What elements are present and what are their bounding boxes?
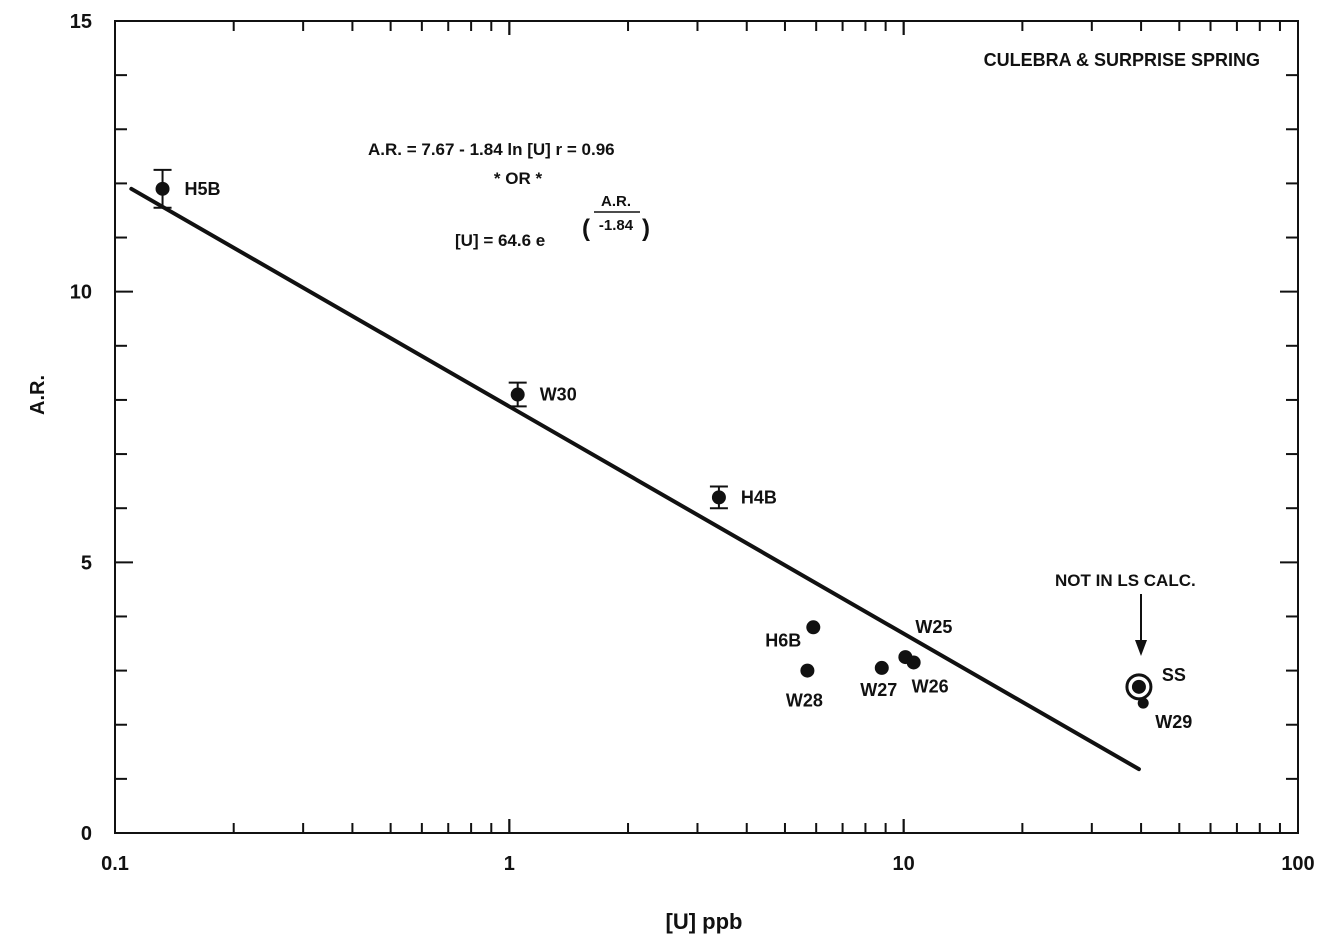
data-point (806, 620, 821, 635)
y-tick-label: 5 (81, 552, 92, 574)
equation-line-1: A.R. = 7.67 - 1.84 ln [U] r = 0.96 (368, 140, 615, 159)
y-tick-label: 0 (81, 823, 92, 845)
data-point (510, 387, 525, 402)
not-in-ls-calc-note: NOT IN LS CALC. (1055, 571, 1196, 590)
equation-exp-numerator: A.R. (601, 193, 631, 210)
data-point-label: W30 (540, 385, 577, 405)
plot-frame (114, 20, 1299, 834)
data-point (906, 655, 921, 670)
data-point-label: H5B (185, 179, 221, 199)
x-tick-label: 10 (893, 853, 915, 875)
data-point (800, 663, 815, 678)
data-point-label: W26 (912, 676, 949, 696)
equation-or-text: * OR * (494, 169, 543, 188)
axis-ticks: 0.1 1 10 100 0 5 10 15 (70, 11, 1315, 875)
data-point-label: H6B (765, 630, 801, 650)
x-tick-label: 100 (1281, 853, 1314, 875)
x-tick-label: 1 (504, 853, 515, 875)
note-arrow-head (1135, 640, 1147, 656)
chart-title: CULEBRA & SURPRISE SPRING (984, 50, 1260, 70)
data-point (1137, 697, 1149, 709)
y-tick-label: 10 (70, 282, 92, 304)
data-point (874, 660, 889, 675)
equation-paren-right: ) (642, 215, 650, 242)
y-axis-label: A.R. (27, 375, 49, 415)
data-point-label: W25 (915, 617, 952, 637)
data-point (155, 181, 170, 196)
data-point (1131, 679, 1146, 694)
data-points: H5B W30 H4B H6B W28 W27 W25 W26 SS W29 (153, 168, 1192, 732)
equation-line-2: [U] = 64.6 e (455, 231, 545, 250)
fit-line (129, 186, 1141, 772)
y-tick-label: 15 (70, 11, 92, 33)
data-point (711, 490, 726, 505)
data-point-ring (1125, 673, 1153, 701)
data-point-label: H4B (741, 487, 777, 507)
data-point-label: W29 (1155, 712, 1192, 732)
equation-exp-denominator: -1.84 (599, 217, 634, 234)
equation-paren-left: ( (582, 215, 590, 242)
data-point-label: SS (1162, 665, 1186, 685)
fit-line-group (129, 186, 1141, 772)
data-point-label: W28 (786, 691, 823, 711)
x-axis-label: [U] ppb (666, 909, 743, 934)
data-point-label: W27 (860, 680, 897, 700)
x-tick-label: 0.1 (101, 853, 129, 875)
